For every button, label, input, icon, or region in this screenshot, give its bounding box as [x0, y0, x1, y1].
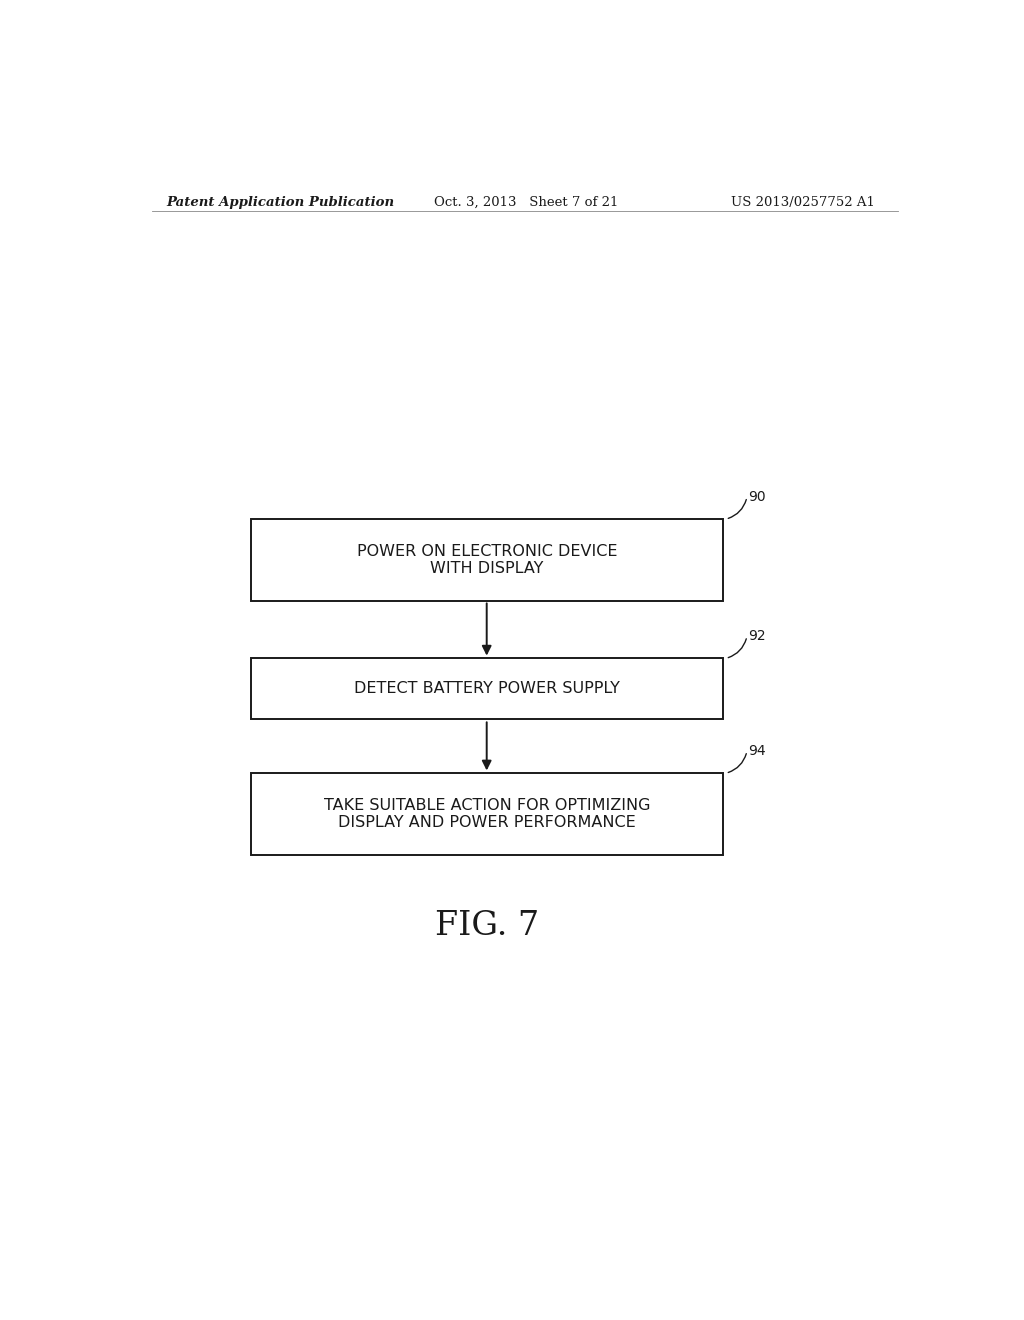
Text: POWER ON ELECTRONIC DEVICE
WITH DISPLAY: POWER ON ELECTRONIC DEVICE WITH DISPLAY: [356, 544, 617, 576]
Text: US 2013/0257752 A1: US 2013/0257752 A1: [731, 197, 876, 209]
Text: DETECT BATTERY POWER SUPPLY: DETECT BATTERY POWER SUPPLY: [354, 681, 621, 697]
Text: FIG. 7: FIG. 7: [434, 909, 539, 941]
Bar: [251, 659, 723, 719]
Text: Oct. 3, 2013   Sheet 7 of 21: Oct. 3, 2013 Sheet 7 of 21: [433, 197, 617, 209]
Text: 94: 94: [749, 744, 766, 758]
Text: Patent Application Publication: Patent Application Publication: [166, 197, 394, 209]
Bar: [251, 774, 723, 854]
Text: 92: 92: [749, 630, 766, 643]
Bar: [251, 519, 723, 601]
Text: TAKE SUITABLE ACTION FOR OPTIMIZING
DISPLAY AND POWER PERFORMANCE: TAKE SUITABLE ACTION FOR OPTIMIZING DISP…: [324, 797, 650, 830]
Text: 90: 90: [749, 490, 766, 504]
